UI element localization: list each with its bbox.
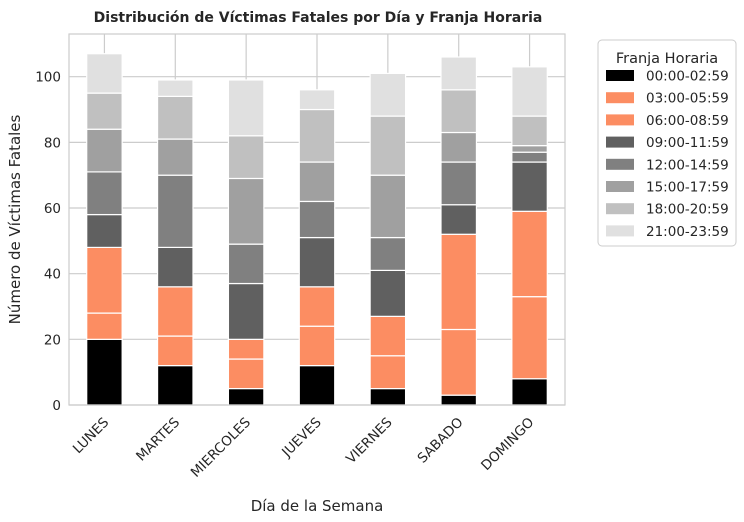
bar-segment [511, 378, 548, 406]
bar-segment [227, 387, 265, 406]
bar-segment [86, 246, 123, 314]
bar-segment [298, 325, 336, 367]
x-tick-label: VIERNES [343, 415, 396, 468]
y-tick-label: 80 [44, 135, 61, 151]
bar-segment [156, 335, 194, 367]
legend-label: 21:00-23:59 [646, 224, 729, 240]
legend-label: 00:00-02:59 [646, 69, 729, 85]
bar-segment [369, 115, 407, 176]
bar-segment [298, 108, 336, 163]
bar-segment [156, 95, 194, 140]
chart-title: Distribución de Víctimas Fatales por Día… [94, 10, 543, 26]
x-tick-label: MIERCOLES [188, 415, 254, 481]
bar-segment [511, 161, 548, 212]
bar-segment [227, 177, 265, 245]
legend-title: Franja Horaria [616, 51, 718, 67]
bar-segment [369, 315, 407, 357]
bar-segment [440, 161, 478, 206]
bar-segment [511, 66, 548, 117]
bar-segment [298, 365, 336, 406]
legend-label: 18:00-20:59 [646, 202, 729, 218]
legend-swatch [606, 70, 634, 81]
bar-segment [156, 174, 194, 249]
bar-segment [440, 328, 478, 396]
bar-segment [227, 358, 265, 390]
bar-segment [156, 138, 194, 176]
bar-segment [440, 89, 478, 134]
bar-segment [511, 151, 548, 163]
legend-label: 15:00-17:59 [646, 180, 729, 196]
bar-segment [369, 72, 407, 117]
bar-segment [227, 135, 265, 180]
bar-segment [440, 56, 478, 91]
bar-segment [227, 243, 265, 285]
legend-swatch [606, 225, 634, 237]
bar-segment [440, 233, 478, 331]
legend-label: 03:00-05:59 [646, 91, 729, 107]
y-tick-label: 0 [52, 398, 61, 414]
bar-segment [86, 92, 123, 130]
bar-segment [511, 115, 548, 147]
bar-segment [369, 387, 407, 406]
bar-segment [440, 131, 478, 163]
bar-segment [298, 286, 336, 327]
bar-segment [440, 204, 478, 235]
y-tick-label: 60 [44, 201, 61, 217]
bar-segment [86, 312, 123, 340]
x-tick-labels: LUNES MARTES MIERCOLES JUEVES VIERNES SABADO D… [70, 415, 538, 481]
x-tick-label: MARTES [133, 415, 183, 465]
y-tick-label: 100 [35, 70, 61, 86]
bar-segment [156, 365, 194, 406]
legend-frame [597, 39, 737, 247]
bar-segment [298, 236, 336, 288]
bars [86, 53, 548, 406]
bar-segment [298, 161, 336, 203]
bar-segment [440, 394, 478, 406]
bar-segment [369, 269, 407, 317]
x-axis-title: Día de la Semana [251, 497, 384, 515]
legend-swatch [606, 136, 634, 148]
x-tick-label: JUEVES [278, 415, 324, 461]
bar-segment [86, 338, 123, 406]
legend-swatch [606, 92, 634, 104]
legend-label: 12:00-14:59 [646, 157, 729, 173]
bar-segment [227, 282, 265, 340]
bar-segment [369, 174, 407, 239]
bar-segment [511, 145, 548, 153]
bar-segment [86, 128, 123, 173]
bar-segment [369, 236, 407, 271]
x-tick-label: SABADO [415, 415, 467, 467]
legend: Franja Horaria 00:00-02:59 03:00-05:59 06:… [597, 39, 737, 247]
bar-segment [369, 355, 407, 390]
x-tick-label: LUNES [70, 415, 112, 457]
bar-segment [511, 296, 548, 380]
bar-segment [86, 53, 123, 94]
bar-segment [156, 246, 194, 288]
legend-swatch [606, 114, 634, 126]
y-tick-label: 20 [44, 332, 61, 348]
plot-frame [68, 33, 566, 406]
bar-segment [156, 79, 194, 97]
bar-segment [227, 79, 265, 137]
bar-segment [86, 213, 123, 249]
legend-swatch [606, 158, 634, 170]
bar-segment [298, 200, 336, 239]
legend-label: 09:00-11:59 [646, 135, 729, 151]
legend-swatch [606, 203, 634, 215]
y-tick-label: 40 [44, 267, 61, 283]
legend-label: 06:00-08:59 [646, 113, 729, 129]
bar-segment [511, 210, 548, 298]
bar-segment [156, 286, 194, 337]
bar-segment [227, 338, 265, 360]
bar-segment [298, 89, 336, 111]
y-axis-title: Número de Víctimas Fatales [6, 114, 24, 324]
bar-segment [86, 171, 123, 216]
legend-swatch [606, 181, 634, 192]
y-tick-labels: 0 20 40 60 80 100 [35, 70, 61, 414]
x-tick-label: DOMINGO [478, 415, 537, 474]
